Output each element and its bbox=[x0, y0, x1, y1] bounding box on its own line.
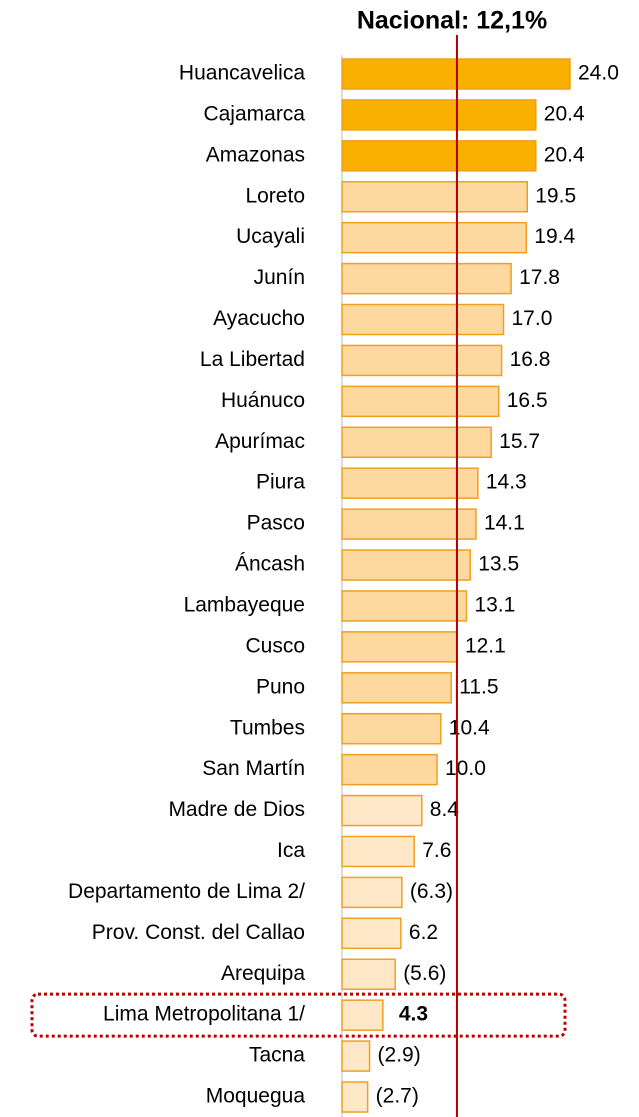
category-label: Prov. Const. del Callao bbox=[92, 921, 305, 944]
category-label: Cajamarca bbox=[203, 102, 305, 125]
value-label: 17.0 bbox=[512, 307, 553, 330]
value-label: (5.6) bbox=[403, 962, 446, 985]
category-label: Huancavelica bbox=[179, 62, 305, 85]
bar bbox=[341, 426, 492, 459]
value-label: 10.0 bbox=[445, 757, 486, 780]
value-label: (2.9) bbox=[378, 1044, 421, 1067]
value-label: (6.3) bbox=[410, 880, 453, 903]
bar bbox=[341, 753, 438, 786]
bar bbox=[341, 917, 402, 950]
value-label: 14.3 bbox=[486, 471, 527, 494]
category-label: Arequipa bbox=[221, 962, 305, 985]
category-label: Tumbes bbox=[230, 716, 305, 739]
bar bbox=[341, 549, 471, 581]
value-label: 15.7 bbox=[499, 430, 540, 453]
category-label: Lima Metropolitana 1/ bbox=[103, 1003, 305, 1026]
value-label: 19.4 bbox=[534, 225, 575, 248]
category-label: Lambayeque bbox=[184, 594, 305, 617]
bar bbox=[341, 140, 537, 172]
bar bbox=[341, 385, 500, 418]
bar bbox=[341, 712, 442, 745]
category-label: Piura bbox=[256, 471, 305, 494]
category-label: San Martín bbox=[202, 757, 305, 780]
bar bbox=[341, 835, 415, 868]
bar bbox=[341, 958, 396, 990]
bar bbox=[341, 262, 512, 295]
value-label: 24.0 bbox=[578, 62, 619, 85]
value-label: 14.1 bbox=[484, 512, 525, 535]
bar bbox=[341, 1040, 371, 1072]
value-label: 16.8 bbox=[510, 348, 551, 371]
value-label: 13.1 bbox=[474, 594, 515, 617]
bar bbox=[341, 631, 458, 663]
value-label: 17.8 bbox=[519, 266, 560, 289]
bar bbox=[341, 672, 452, 704]
category-label: Madre de Dios bbox=[168, 798, 305, 821]
value-label: 20.4 bbox=[544, 143, 585, 166]
value-label: 4.3 bbox=[399, 1003, 428, 1026]
value-label: 19.5 bbox=[535, 184, 576, 207]
category-label: Áncash bbox=[235, 553, 305, 576]
category-label: Amazonas bbox=[206, 143, 305, 166]
bar bbox=[341, 99, 537, 131]
bar bbox=[341, 999, 384, 1031]
bar bbox=[341, 221, 528, 254]
value-label: 8.4 bbox=[430, 798, 460, 821]
bar bbox=[341, 467, 479, 499]
value-label: 12.1 bbox=[465, 634, 506, 657]
bar bbox=[341, 1081, 369, 1113]
highlight-box bbox=[30, 992, 567, 1038]
category-label: Huánuco bbox=[221, 389, 305, 412]
category-label: Apurímac bbox=[215, 430, 305, 453]
value-label: (2.7) bbox=[376, 1085, 419, 1108]
value-label: 6.2 bbox=[409, 921, 438, 944]
category-label: Departamento de Lima 2/ bbox=[68, 880, 305, 903]
bar bbox=[341, 876, 403, 909]
category-label: Tacna bbox=[249, 1044, 305, 1067]
value-label: 16.5 bbox=[507, 389, 548, 412]
reference-label: Nacional: 12,1% bbox=[357, 7, 547, 35]
value-label: 11.5 bbox=[459, 675, 498, 698]
bar bbox=[341, 344, 503, 377]
bar bbox=[341, 794, 423, 827]
value-label: 7.6 bbox=[422, 839, 451, 862]
category-label: Puno bbox=[256, 675, 305, 698]
category-label: Moquegua bbox=[206, 1085, 306, 1108]
category-label: Cusco bbox=[245, 634, 305, 657]
category-label: Pasco bbox=[247, 512, 305, 535]
value-label: 10.4 bbox=[449, 716, 490, 739]
bar bbox=[341, 303, 505, 336]
category-label: Ayacucho bbox=[213, 307, 305, 330]
category-label: Junín bbox=[254, 266, 305, 289]
value-label: 20.4 bbox=[544, 102, 585, 125]
category-label: La Libertad bbox=[200, 348, 305, 371]
bar bbox=[341, 181, 528, 213]
bar bbox=[341, 590, 468, 622]
category-label: Loreto bbox=[245, 184, 305, 207]
bar bbox=[341, 508, 477, 540]
value-label: 13.5 bbox=[478, 553, 519, 576]
category-label: Ica bbox=[277, 839, 305, 862]
category-label: Ucayali bbox=[236, 225, 305, 248]
